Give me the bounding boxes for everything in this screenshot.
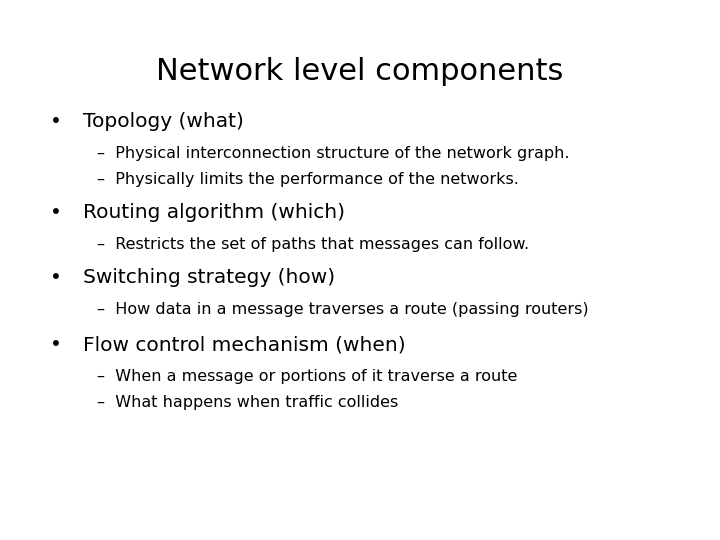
Text: Switching strategy (how): Switching strategy (how) [83, 267, 335, 287]
Text: •: • [50, 202, 62, 222]
Text: Topology (what): Topology (what) [83, 112, 243, 131]
Text: –  How data in a message traverses a route (passing routers): – How data in a message traverses a rout… [97, 302, 589, 317]
Text: Routing algorithm (which): Routing algorithm (which) [83, 202, 345, 222]
Text: –  Physically limits the performance of the networks.: – Physically limits the performance of t… [97, 172, 519, 187]
Text: –  When a message or portions of it traverse a route: – When a message or portions of it trave… [97, 369, 518, 384]
Text: –  Physical interconnection structure of the network graph.: – Physical interconnection structure of … [97, 146, 570, 161]
Text: Flow control mechanism (when): Flow control mechanism (when) [83, 335, 405, 354]
Text: •: • [50, 335, 62, 354]
Text: –  Restricts the set of paths that messages can follow.: – Restricts the set of paths that messag… [97, 237, 529, 252]
Text: Network level components: Network level components [156, 57, 564, 86]
Text: –  What happens when traffic collides: – What happens when traffic collides [97, 395, 398, 410]
Text: •: • [50, 267, 62, 287]
Text: •: • [50, 112, 62, 131]
